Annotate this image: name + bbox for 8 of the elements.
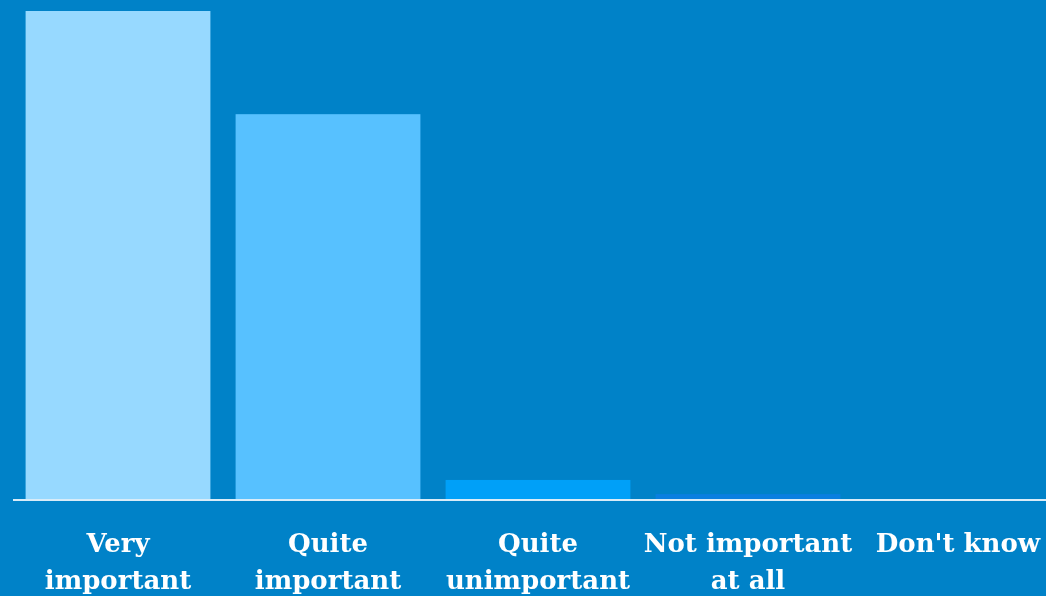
x-tick-label: Quite important	[254, 528, 402, 595]
x-tick-label: Quite unimportant	[445, 528, 631, 595]
bar	[25, 11, 211, 500]
bar	[235, 114, 421, 500]
bar	[445, 479, 631, 500]
x-tick-label: Don't know	[875, 528, 1041, 558]
x-tick-label: Not important at all	[643, 528, 853, 595]
x-tick-label: Very important	[44, 528, 192, 595]
